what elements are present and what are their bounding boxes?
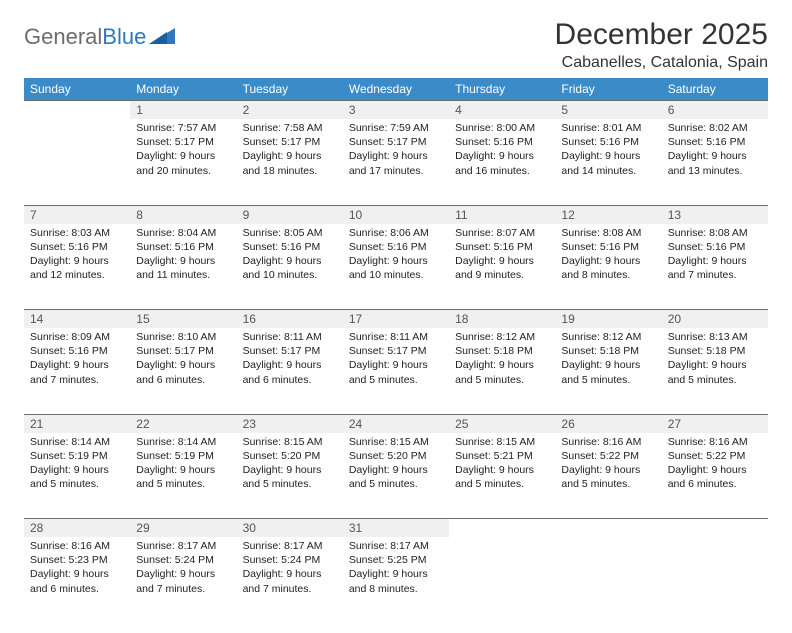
day-detail: Sunrise: 8:13 AM Sunset: 5:18 PM Dayligh…	[662, 328, 768, 414]
day-number	[662, 519, 768, 538]
day-number: 3	[343, 101, 449, 120]
daynum-row: 28293031	[24, 519, 768, 538]
day-detail: Sunrise: 8:15 AM Sunset: 5:20 PM Dayligh…	[343, 433, 449, 519]
day-detail: Sunrise: 8:15 AM Sunset: 5:21 PM Dayligh…	[449, 433, 555, 519]
day-detail: Sunrise: 8:08 AM Sunset: 5:16 PM Dayligh…	[555, 224, 661, 310]
month-title: December 2025	[555, 18, 768, 52]
day-number: 31	[343, 519, 449, 538]
day-number: 22	[130, 414, 236, 433]
weekday-header-row: Sunday Monday Tuesday Wednesday Thursday…	[24, 78, 768, 101]
day-number: 2	[237, 101, 343, 120]
day-detail: Sunrise: 8:15 AM Sunset: 5:20 PM Dayligh…	[237, 433, 343, 519]
day-detail: Sunrise: 8:16 AM Sunset: 5:22 PM Dayligh…	[662, 433, 768, 519]
day-detail: Sunrise: 8:00 AM Sunset: 5:16 PM Dayligh…	[449, 119, 555, 205]
day-detail: Sunrise: 7:58 AM Sunset: 5:17 PM Dayligh…	[237, 119, 343, 205]
day-detail: Sunrise: 8:11 AM Sunset: 5:17 PM Dayligh…	[237, 328, 343, 414]
day-detail: Sunrise: 8:16 AM Sunset: 5:23 PM Dayligh…	[24, 537, 130, 623]
weekday-header: Tuesday	[237, 78, 343, 101]
day-number: 24	[343, 414, 449, 433]
day-number: 6	[662, 101, 768, 120]
day-detail: Sunrise: 8:17 AM Sunset: 5:24 PM Dayligh…	[130, 537, 236, 623]
detail-row: Sunrise: 7:57 AM Sunset: 5:17 PM Dayligh…	[24, 119, 768, 205]
day-detail: Sunrise: 8:06 AM Sunset: 5:16 PM Dayligh…	[343, 224, 449, 310]
calendar-page: GeneralBlue December 2025 Cabanelles, Ca…	[0, 0, 792, 633]
day-number: 27	[662, 414, 768, 433]
day-number: 7	[24, 205, 130, 224]
day-number	[24, 101, 130, 120]
day-number: 18	[449, 310, 555, 329]
day-number: 15	[130, 310, 236, 329]
day-number: 19	[555, 310, 661, 329]
day-detail: Sunrise: 7:59 AM Sunset: 5:17 PM Dayligh…	[343, 119, 449, 205]
day-detail: Sunrise: 8:05 AM Sunset: 5:16 PM Dayligh…	[237, 224, 343, 310]
day-detail: Sunrise: 8:12 AM Sunset: 5:18 PM Dayligh…	[555, 328, 661, 414]
day-detail: Sunrise: 8:17 AM Sunset: 5:24 PM Dayligh…	[237, 537, 343, 623]
title-block: December 2025 Cabanelles, Catalonia, Spa…	[555, 18, 768, 72]
brand-part2: Blue	[102, 24, 146, 50]
daynum-row: 123456	[24, 101, 768, 120]
day-number	[449, 519, 555, 538]
day-number: 8	[130, 205, 236, 224]
weekday-header: Monday	[130, 78, 236, 101]
day-number: 23	[237, 414, 343, 433]
detail-row: Sunrise: 8:09 AM Sunset: 5:16 PM Dayligh…	[24, 328, 768, 414]
day-detail: Sunrise: 8:12 AM Sunset: 5:18 PM Dayligh…	[449, 328, 555, 414]
daynum-row: 78910111213	[24, 205, 768, 224]
day-number: 9	[237, 205, 343, 224]
day-number: 29	[130, 519, 236, 538]
day-number: 25	[449, 414, 555, 433]
detail-row: Sunrise: 8:03 AM Sunset: 5:16 PM Dayligh…	[24, 224, 768, 310]
day-detail: Sunrise: 8:14 AM Sunset: 5:19 PM Dayligh…	[130, 433, 236, 519]
day-number: 14	[24, 310, 130, 329]
daynum-row: 21222324252627	[24, 414, 768, 433]
day-number: 20	[662, 310, 768, 329]
day-number: 28	[24, 519, 130, 538]
day-number: 12	[555, 205, 661, 224]
day-detail: Sunrise: 8:02 AM Sunset: 5:16 PM Dayligh…	[662, 119, 768, 205]
day-detail: Sunrise: 8:14 AM Sunset: 5:19 PM Dayligh…	[24, 433, 130, 519]
location: Cabanelles, Catalonia, Spain	[555, 54, 768, 72]
day-detail: Sunrise: 8:01 AM Sunset: 5:16 PM Dayligh…	[555, 119, 661, 205]
day-number: 11	[449, 205, 555, 224]
day-number: 30	[237, 519, 343, 538]
day-number: 17	[343, 310, 449, 329]
weekday-header: Thursday	[449, 78, 555, 101]
detail-row: Sunrise: 8:14 AM Sunset: 5:19 PM Dayligh…	[24, 433, 768, 519]
weekday-header: Saturday	[662, 78, 768, 101]
brand-part1: General	[24, 24, 102, 50]
day-detail: Sunrise: 8:03 AM Sunset: 5:16 PM Dayligh…	[24, 224, 130, 310]
calendar-table: Sunday Monday Tuesday Wednesday Thursday…	[24, 78, 768, 623]
day-detail: Sunrise: 8:11 AM Sunset: 5:17 PM Dayligh…	[343, 328, 449, 414]
day-detail: Sunrise: 8:08 AM Sunset: 5:16 PM Dayligh…	[662, 224, 768, 310]
day-number: 1	[130, 101, 236, 120]
brand-triangle-icon	[149, 24, 175, 50]
detail-row: Sunrise: 8:16 AM Sunset: 5:23 PM Dayligh…	[24, 537, 768, 623]
header: GeneralBlue December 2025 Cabanelles, Ca…	[24, 18, 768, 72]
day-number: 4	[449, 101, 555, 120]
day-number	[555, 519, 661, 538]
weekday-header: Wednesday	[343, 78, 449, 101]
day-detail: Sunrise: 8:10 AM Sunset: 5:17 PM Dayligh…	[130, 328, 236, 414]
day-detail: Sunrise: 8:16 AM Sunset: 5:22 PM Dayligh…	[555, 433, 661, 519]
day-number: 26	[555, 414, 661, 433]
calendar-body: 123456Sunrise: 7:57 AM Sunset: 5:17 PM D…	[24, 101, 768, 624]
weekday-header: Friday	[555, 78, 661, 101]
day-detail: Sunrise: 8:09 AM Sunset: 5:16 PM Dayligh…	[24, 328, 130, 414]
day-number: 21	[24, 414, 130, 433]
day-detail: Sunrise: 8:17 AM Sunset: 5:25 PM Dayligh…	[343, 537, 449, 623]
day-detail: Sunrise: 8:07 AM Sunset: 5:16 PM Dayligh…	[449, 224, 555, 310]
day-number: 5	[555, 101, 661, 120]
day-number: 16	[237, 310, 343, 329]
day-number: 13	[662, 205, 768, 224]
day-detail: Sunrise: 8:04 AM Sunset: 5:16 PM Dayligh…	[130, 224, 236, 310]
day-detail	[662, 537, 768, 623]
brand-logo: GeneralBlue	[24, 18, 175, 50]
day-detail	[555, 537, 661, 623]
day-detail	[24, 119, 130, 205]
daynum-row: 14151617181920	[24, 310, 768, 329]
day-detail	[449, 537, 555, 623]
day-number: 10	[343, 205, 449, 224]
day-detail: Sunrise: 7:57 AM Sunset: 5:17 PM Dayligh…	[130, 119, 236, 205]
weekday-header: Sunday	[24, 78, 130, 101]
